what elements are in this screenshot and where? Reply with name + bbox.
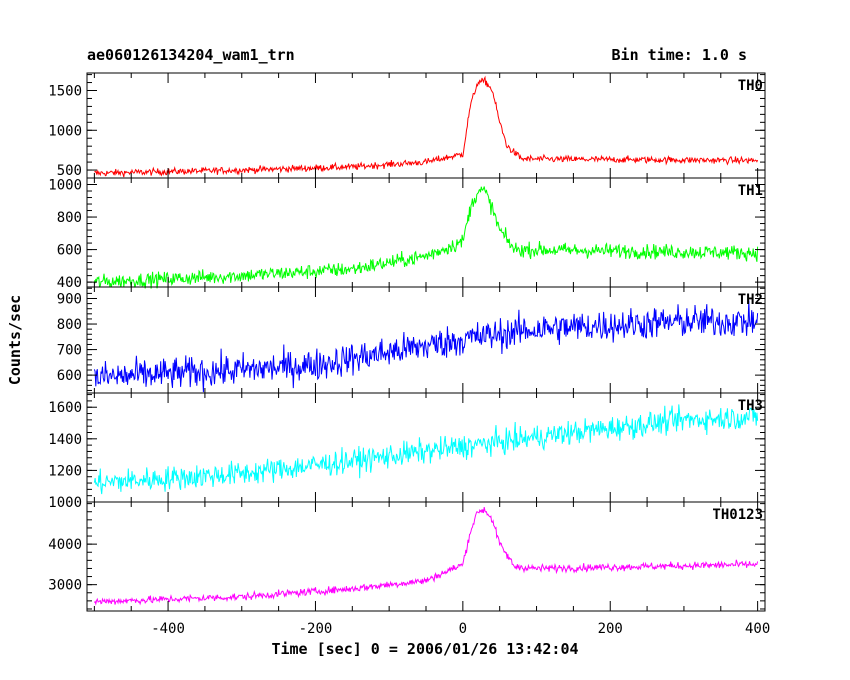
panel-label-th0123: TH0123 xyxy=(712,507,763,523)
series-line-th0 xyxy=(94,75,759,178)
x-tick-label: 200 xyxy=(598,621,623,637)
y-tick-label: 1200 xyxy=(48,463,82,479)
x-tick-label: -200 xyxy=(299,621,333,637)
panel-label-th1: TH1 xyxy=(738,183,763,199)
y-tick-label: 1000 xyxy=(48,178,82,194)
y-tick-label: 700 xyxy=(57,343,82,359)
panel-frame-th1 xyxy=(86,177,766,288)
x-tick-label: 400 xyxy=(745,621,770,637)
y-tick-label: 1400 xyxy=(48,432,82,448)
chart-title-right: Bin time: 1.0 s xyxy=(612,46,747,64)
series-line-th0123 xyxy=(93,506,759,606)
y-tick-label: 500 xyxy=(57,163,82,179)
y-tick-label: 600 xyxy=(57,368,82,384)
series-line-th3 xyxy=(93,404,759,495)
x-axis-label: Time [sec] 0 = 2006/01/26 13:42:04 xyxy=(271,640,578,658)
chart-title-left: ae060126134204_wam1_trn xyxy=(87,46,295,64)
y-tick-label: 600 xyxy=(57,243,82,259)
x-tick-label: -400 xyxy=(151,621,185,637)
series-line-th1 xyxy=(93,186,759,289)
x-tick-label: 0 xyxy=(459,621,467,637)
y-tick-label: 800 xyxy=(57,317,82,333)
y-tick-label: 400 xyxy=(57,275,82,291)
y-axis-label: Counts/sec xyxy=(6,295,24,385)
y-tick-label: 900 xyxy=(57,291,82,307)
y-tick-label: 1600 xyxy=(48,400,82,416)
y-tick-label: 800 xyxy=(57,210,82,226)
panel-frame-th0123 xyxy=(86,501,766,612)
y-tick-label: 4000 xyxy=(48,537,82,553)
y-tick-label: 1000 xyxy=(48,495,82,511)
panel-label-th2: TH2 xyxy=(738,292,763,308)
panel-frame-th2 xyxy=(86,286,766,394)
y-tick-label: 1500 xyxy=(48,84,82,100)
panel-label-th0: TH0 xyxy=(738,78,763,94)
series-line-th2 xyxy=(93,300,759,393)
y-tick-label: 3000 xyxy=(48,578,82,594)
y-tick-label: 1000 xyxy=(48,123,82,139)
panel-label-th3: TH3 xyxy=(738,398,763,414)
panels-group: TH050010001500TH14006008001000TH26007008… xyxy=(48,72,770,637)
